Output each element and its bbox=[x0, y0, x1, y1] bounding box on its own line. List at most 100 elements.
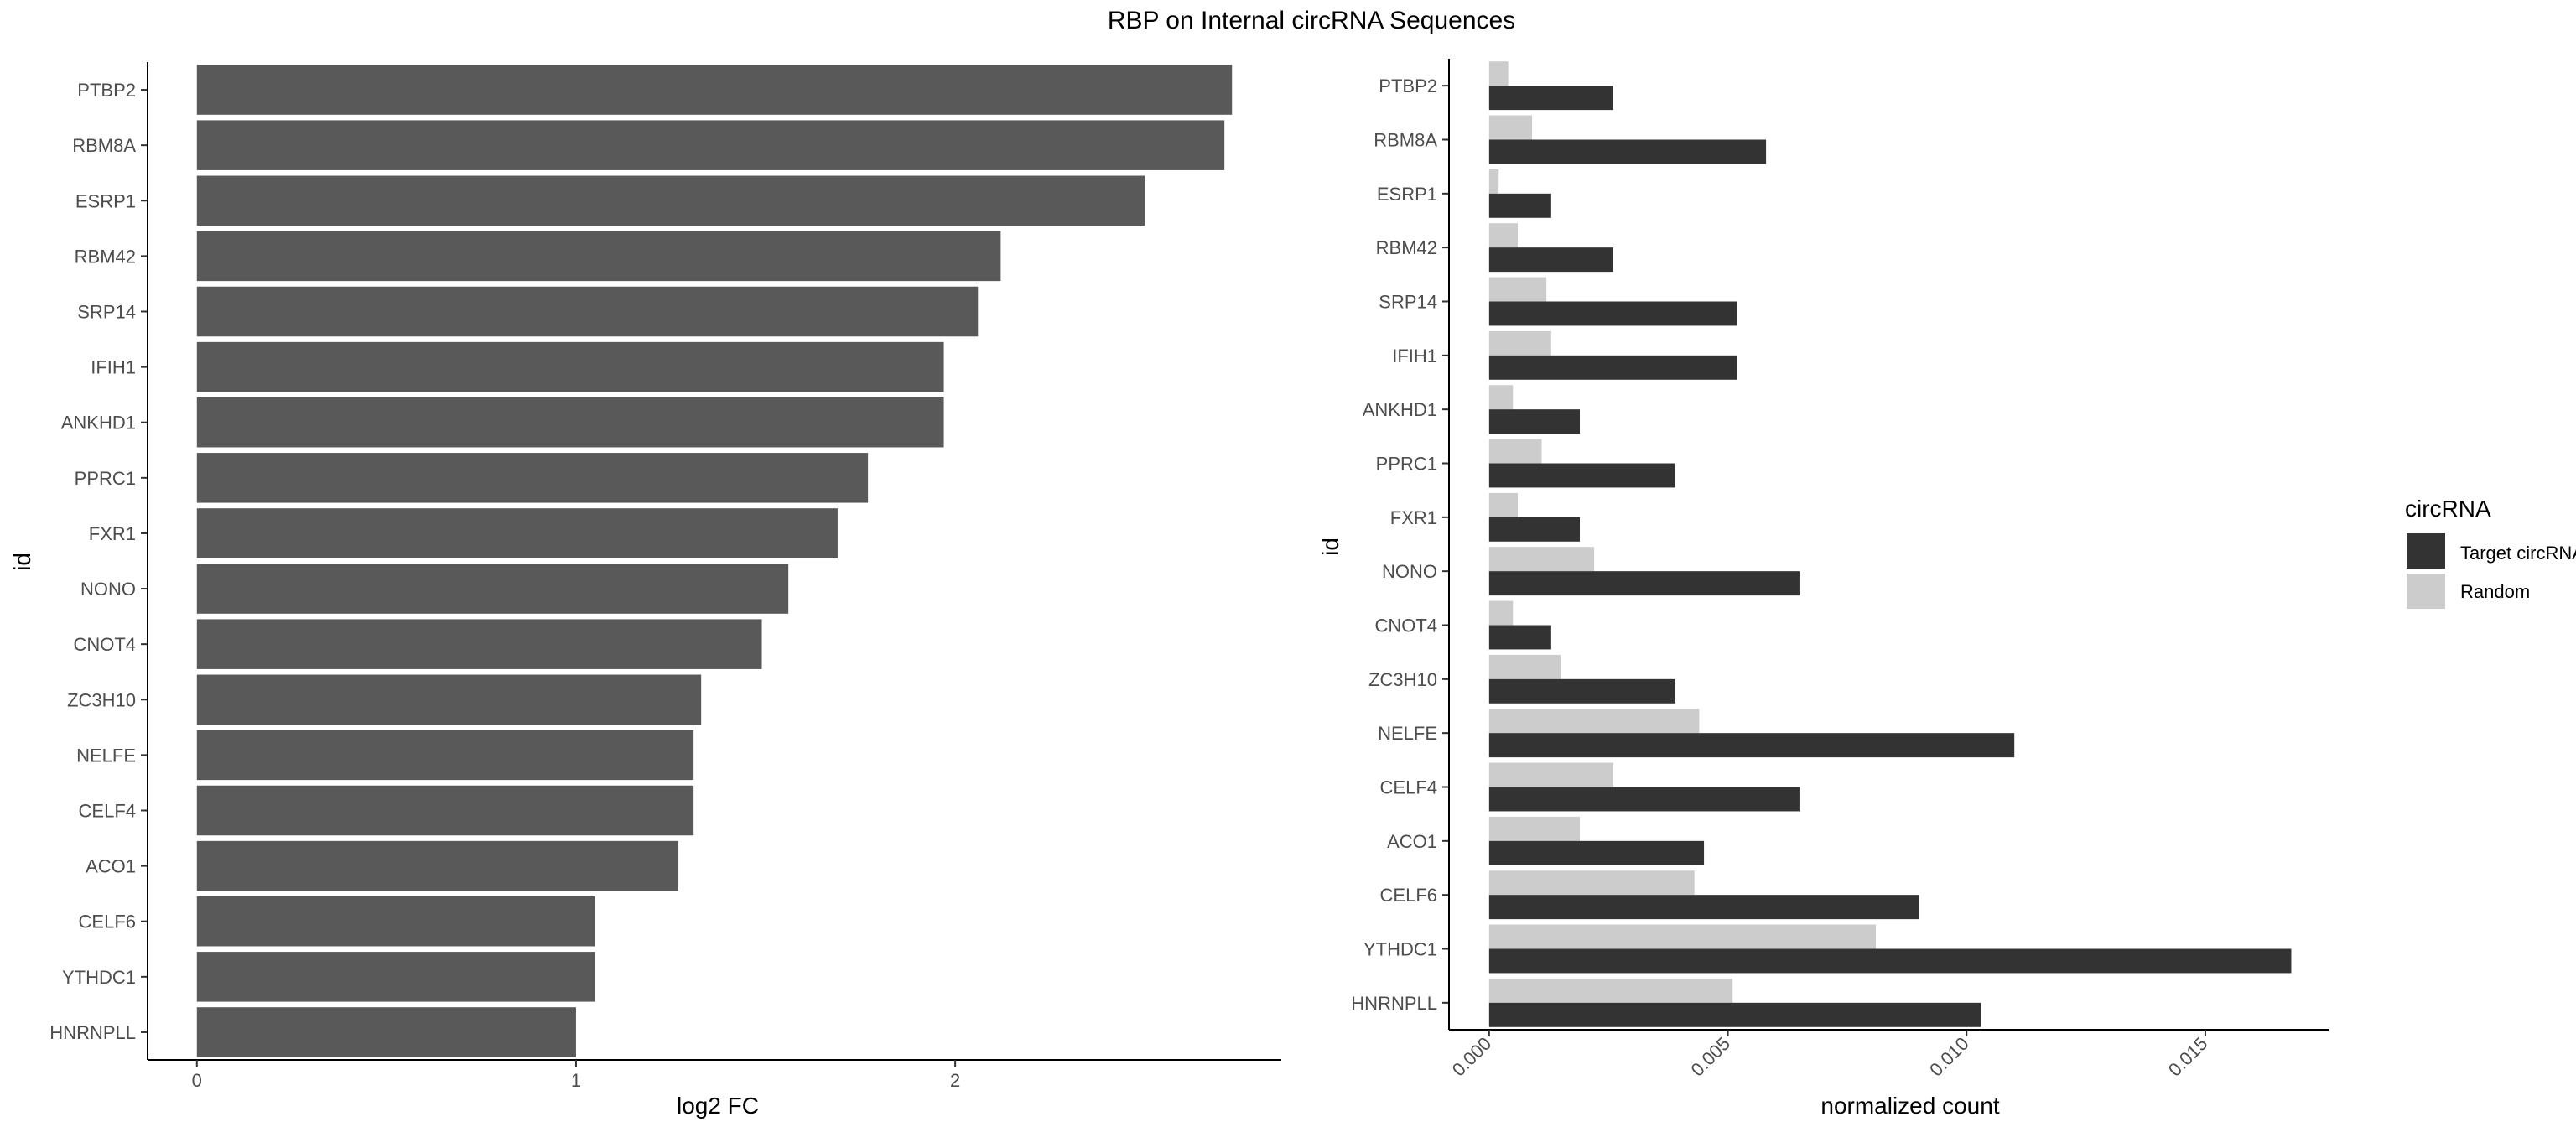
y-tick-label: IFIH1 bbox=[91, 357, 136, 378]
y-tick-label: ACO1 bbox=[1387, 831, 1437, 852]
bar-ifih1 bbox=[196, 341, 944, 392]
bar-random-aco1 bbox=[1488, 816, 1581, 841]
bar-ptbp2 bbox=[196, 65, 1233, 115]
bar-random-ptbp2 bbox=[1488, 61, 1509, 86]
y-tick-label: YTHDC1 bbox=[62, 967, 136, 988]
bar-random-celf4 bbox=[1488, 762, 1613, 787]
y-tick-label: PPRC1 bbox=[1376, 454, 1437, 475]
y-tick-label: HNRNPLL bbox=[49, 1022, 136, 1043]
left-y-axis-title: id bbox=[9, 553, 35, 571]
bar-target-srp14 bbox=[1488, 301, 1737, 326]
bar-fxr1 bbox=[196, 508, 838, 558]
legend-label-random: Random bbox=[2460, 581, 2530, 602]
bar-random-ifih1 bbox=[1488, 330, 1551, 356]
bar-target-ankhd1 bbox=[1488, 409, 1581, 434]
y-tick-label: ACO1 bbox=[86, 856, 136, 877]
bar-target-ythdc1 bbox=[1488, 948, 2292, 974]
bar-target-aco1 bbox=[1488, 840, 1705, 865]
bar-target-celf4 bbox=[1488, 787, 1800, 812]
bar-target-ifih1 bbox=[1488, 355, 1737, 380]
y-tick-label: CELF4 bbox=[79, 801, 136, 822]
bar-target-rbm8a bbox=[1488, 139, 1767, 164]
y-tick-label: SRP14 bbox=[77, 302, 136, 323]
y-tick-label: ANKHD1 bbox=[1363, 399, 1437, 420]
bar-random-rbm8a bbox=[1488, 115, 1533, 140]
bar-random-fxr1 bbox=[1488, 492, 1518, 517]
x-tick-label: 0.015 bbox=[2164, 1033, 2212, 1081]
bar-target-fxr1 bbox=[1488, 517, 1581, 542]
bar-random-zc3h10 bbox=[1488, 654, 1561, 679]
y-tick-label: CELF4 bbox=[1380, 777, 1437, 798]
bar-cnot4 bbox=[196, 619, 762, 669]
y-tick-label: NELFE bbox=[76, 745, 136, 766]
y-tick-label: NONO bbox=[1382, 561, 1437, 582]
y-tick-label: RBM8A bbox=[72, 135, 136, 156]
legend-swatch-target bbox=[2407, 533, 2445, 569]
bar-esrp1 bbox=[196, 175, 1145, 226]
bar-ythdc1 bbox=[196, 952, 595, 1002]
y-tick-label: PTBP2 bbox=[1379, 75, 1437, 96]
bar-rbm42 bbox=[196, 231, 1001, 282]
bar-aco1 bbox=[196, 840, 679, 891]
y-tick-label: NONO bbox=[80, 579, 136, 600]
y-tick-label: CNOT4 bbox=[1374, 615, 1437, 636]
bar-pprc1 bbox=[196, 453, 869, 503]
bar-target-rbm42 bbox=[1488, 247, 1613, 273]
x-tick-label: 0.000 bbox=[1448, 1033, 1496, 1081]
log2fc-bar-panel: PTBP2 RBM8A ESRP1 RBM42 SRP14 IFIH1 ANKHD1 PPRC… bbox=[49, 62, 1281, 1091]
right-y-axis-title: id bbox=[1317, 538, 1343, 556]
y-tick-label: ESRP1 bbox=[1377, 184, 1437, 205]
bar-random-hnrnpll bbox=[1488, 978, 1733, 1003]
bar-random-ankhd1 bbox=[1488, 385, 1514, 410]
bar-random-cnot4 bbox=[1488, 600, 1514, 626]
bar-target-celf6 bbox=[1488, 895, 1919, 920]
bar-celf4 bbox=[196, 785, 694, 836]
bar-random-srp14 bbox=[1488, 277, 1547, 302]
bar-target-nelfe bbox=[1488, 733, 2015, 758]
bar-hnrnpll bbox=[196, 1007, 576, 1057]
x-tick-label: 2 bbox=[950, 1070, 960, 1091]
y-tick-label: ZC3H10 bbox=[67, 689, 136, 710]
y-tick-label: PPRC1 bbox=[75, 468, 136, 489]
left-x-axis-title: log2 FC bbox=[677, 1093, 759, 1119]
bar-srp14 bbox=[196, 286, 979, 337]
bar-random-celf6 bbox=[1488, 870, 1695, 896]
bar-random-nono bbox=[1488, 547, 1595, 572]
bar-nono bbox=[196, 564, 789, 614]
bar-target-hnrnpll bbox=[1488, 1002, 1981, 1027]
y-tick-label: HNRNPLL bbox=[1351, 993, 1437, 1014]
y-tick-label: YTHDC1 bbox=[1363, 939, 1437, 960]
bar-target-ptbp2 bbox=[1488, 86, 1613, 111]
y-tick-label: RBM42 bbox=[1376, 237, 1437, 258]
bar-target-cnot4 bbox=[1488, 625, 1551, 650]
bar-nelfe bbox=[196, 730, 694, 781]
y-tick-label: IFIH1 bbox=[1392, 345, 1437, 366]
y-tick-label: ZC3H10 bbox=[1368, 669, 1437, 690]
legend: circRNA Target circRNAs Random bbox=[2405, 496, 2576, 609]
bar-zc3h10 bbox=[196, 674, 702, 725]
chart-title: RBP on Internal circRNA Sequences bbox=[1108, 7, 1515, 34]
y-tick-label: CNOT4 bbox=[73, 634, 136, 655]
legend-swatch-random bbox=[2407, 574, 2445, 609]
y-tick-label: RBM42 bbox=[75, 246, 136, 267]
right-x-axis-title: normalized count bbox=[1820, 1093, 1999, 1119]
bar-random-rbm42 bbox=[1488, 223, 1518, 248]
normalized-count-bar-panel: PTBP2 RBM8A ESRP1 RBM42 SRP14 IFIH1 ANKHD1 PPRC… bbox=[1351, 59, 2329, 1080]
y-tick-label: RBM8A bbox=[1374, 130, 1437, 151]
y-tick-label: FXR1 bbox=[89, 523, 136, 544]
bar-target-esrp1 bbox=[1488, 193, 1551, 218]
y-tick-label: CELF6 bbox=[1380, 885, 1437, 906]
y-tick-label: ESRP1 bbox=[75, 190, 136, 211]
bar-target-nono bbox=[1488, 571, 1800, 596]
bar-target-pprc1 bbox=[1488, 463, 1675, 488]
x-tick-label: 1 bbox=[571, 1070, 581, 1091]
bar-ankhd1 bbox=[196, 397, 944, 448]
bar-target-zc3h10 bbox=[1488, 678, 1675, 704]
x-tick-label: 0 bbox=[192, 1070, 202, 1091]
bar-rbm8a bbox=[196, 120, 1225, 170]
bar-random-ythdc1 bbox=[1488, 924, 1877, 949]
bar-random-nelfe bbox=[1488, 709, 1700, 734]
x-tick-label: 0.005 bbox=[1686, 1033, 1734, 1081]
bar-random-pprc1 bbox=[1488, 439, 1542, 464]
